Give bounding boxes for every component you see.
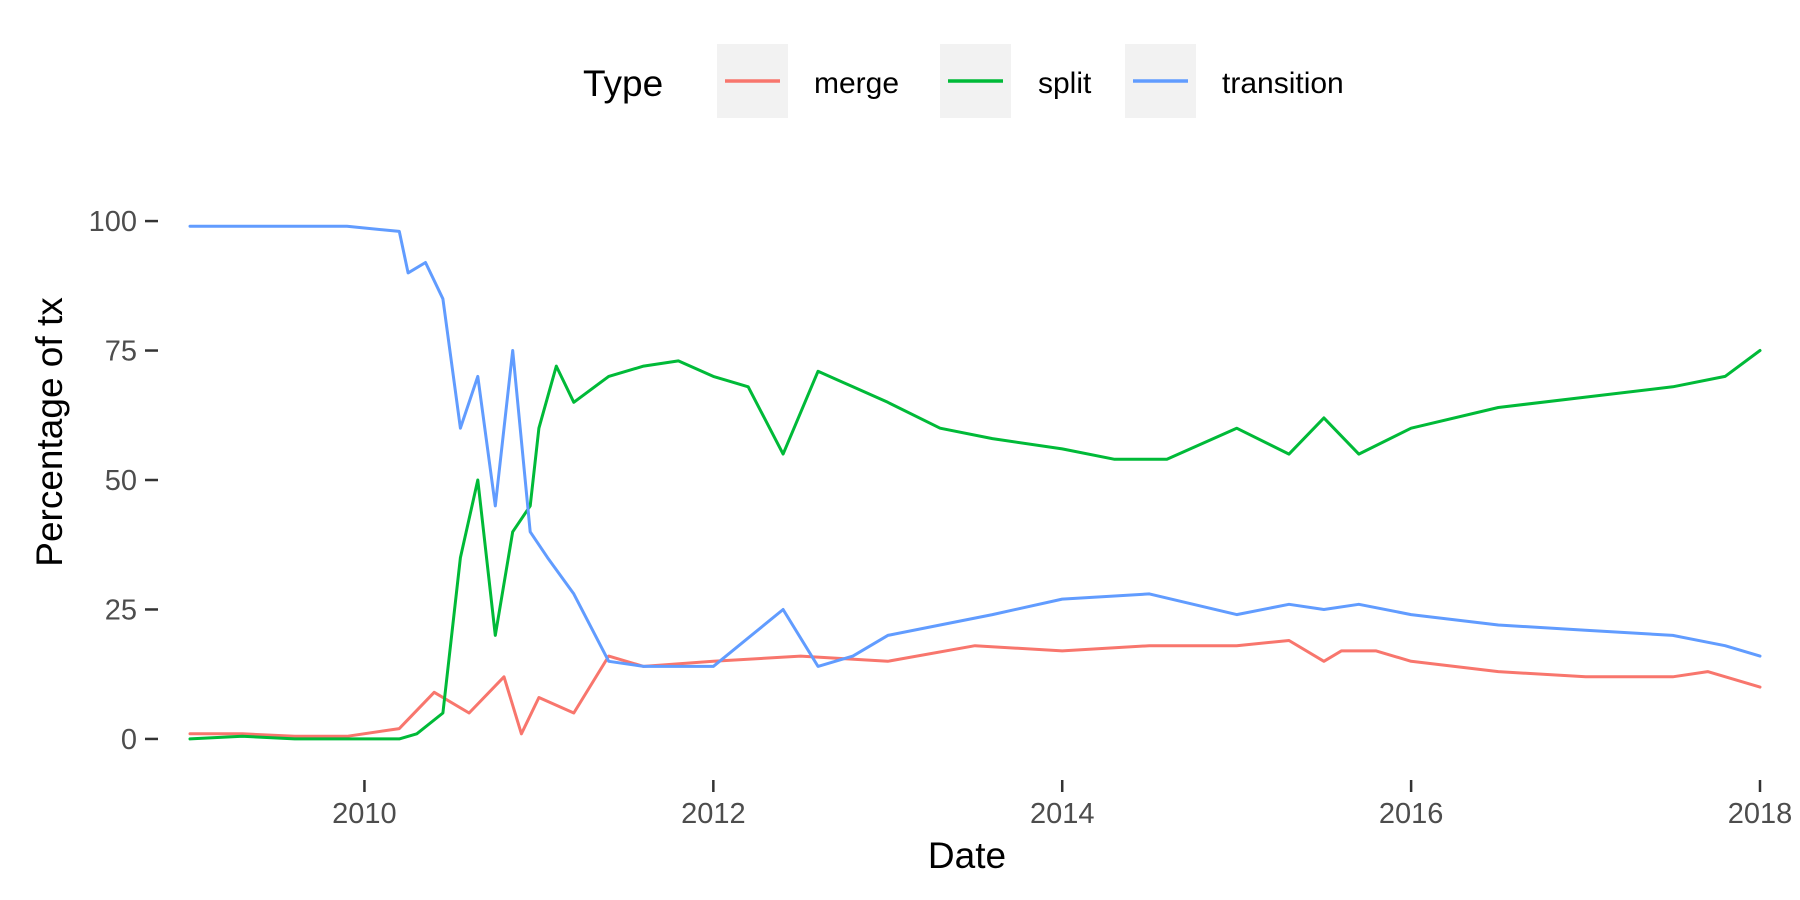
- y-tick-label: 25: [105, 594, 137, 626]
- x-tick-label: 2016: [1379, 798, 1444, 830]
- x-axis-title: Date: [928, 835, 1006, 876]
- y-tick-label: 0: [121, 724, 137, 756]
- x-tick-label: 2014: [1030, 798, 1095, 830]
- x-tick-label: 2010: [332, 798, 397, 830]
- y-axis: 0 25 50 75 100: [89, 206, 158, 756]
- series-line-transition: [188, 224, 1762, 668]
- legend-label-transition: transition: [1222, 67, 1344, 100]
- y-tick-label: 50: [105, 465, 137, 497]
- y-tick-label: 75: [105, 336, 137, 368]
- legend: Type merge split transition: [583, 44, 1344, 118]
- y-axis-title: Percentage of tx: [29, 297, 70, 567]
- x-axis: 2010 2012 2014 2016 2018: [332, 780, 1792, 830]
- series-line-merge: [188, 639, 1762, 738]
- x-tick-label: 2018: [1728, 798, 1793, 830]
- legend-label-split: split: [1038, 67, 1092, 100]
- series-line-split: [188, 349, 1762, 741]
- legend-label-merge: merge: [814, 67, 899, 100]
- legend-title: Type: [583, 63, 663, 104]
- x-tick-label: 2012: [681, 798, 746, 830]
- y-tick-label: 100: [89, 206, 137, 238]
- series-group: [188, 224, 1762, 741]
